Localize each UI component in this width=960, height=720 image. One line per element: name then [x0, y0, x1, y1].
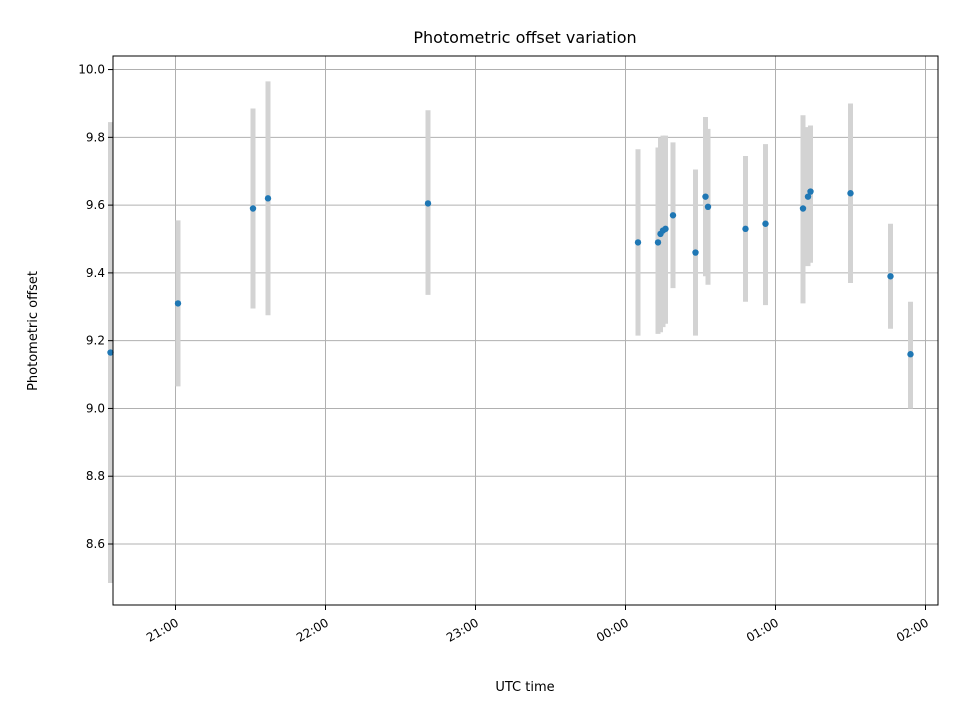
data-point: [807, 188, 814, 195]
data-point: [174, 300, 182, 307]
y-tick-label: 9.8: [86, 130, 105, 144]
data-point: [742, 225, 749, 233]
data-point: [692, 249, 699, 256]
y-tick-label: 9.0: [86, 401, 105, 415]
y-tick-label: 10.0: [78, 63, 105, 77]
x-axis-label: UTC time: [495, 680, 554, 695]
data-point: [249, 205, 257, 212]
data-point: [702, 193, 709, 200]
y-axis-label: Photometric offset: [26, 271, 41, 391]
y-axis-ticks: 8.6 8.8 9.0 9.2 9.4 9.6 9.8 10.0: [78, 63, 113, 551]
data-point: [264, 195, 272, 202]
data-point: [704, 203, 712, 211]
data-point: [762, 220, 769, 227]
y-tick-label: 9.6: [86, 198, 105, 212]
y-tick-label: 8.6: [86, 537, 105, 551]
data-point: [107, 349, 114, 356]
data-point: [887, 273, 894, 280]
data-points: [107, 188, 914, 358]
chart-title: Photometric offset variation: [413, 28, 636, 47]
y-tick-label: 8.8: [86, 469, 105, 483]
data-point: [804, 193, 812, 200]
data-point: [634, 239, 642, 246]
data-point: [669, 212, 677, 219]
data-point: [799, 205, 807, 212]
data-point: [424, 200, 432, 207]
y-tick-label: 9.2: [86, 334, 105, 348]
plot-frame: [112, 55, 939, 606]
data-point: [662, 225, 669, 233]
data-point: [907, 351, 914, 358]
data-point: [654, 239, 662, 246]
data-point: [847, 190, 854, 197]
y-tick-label: 9.4: [86, 266, 105, 280]
